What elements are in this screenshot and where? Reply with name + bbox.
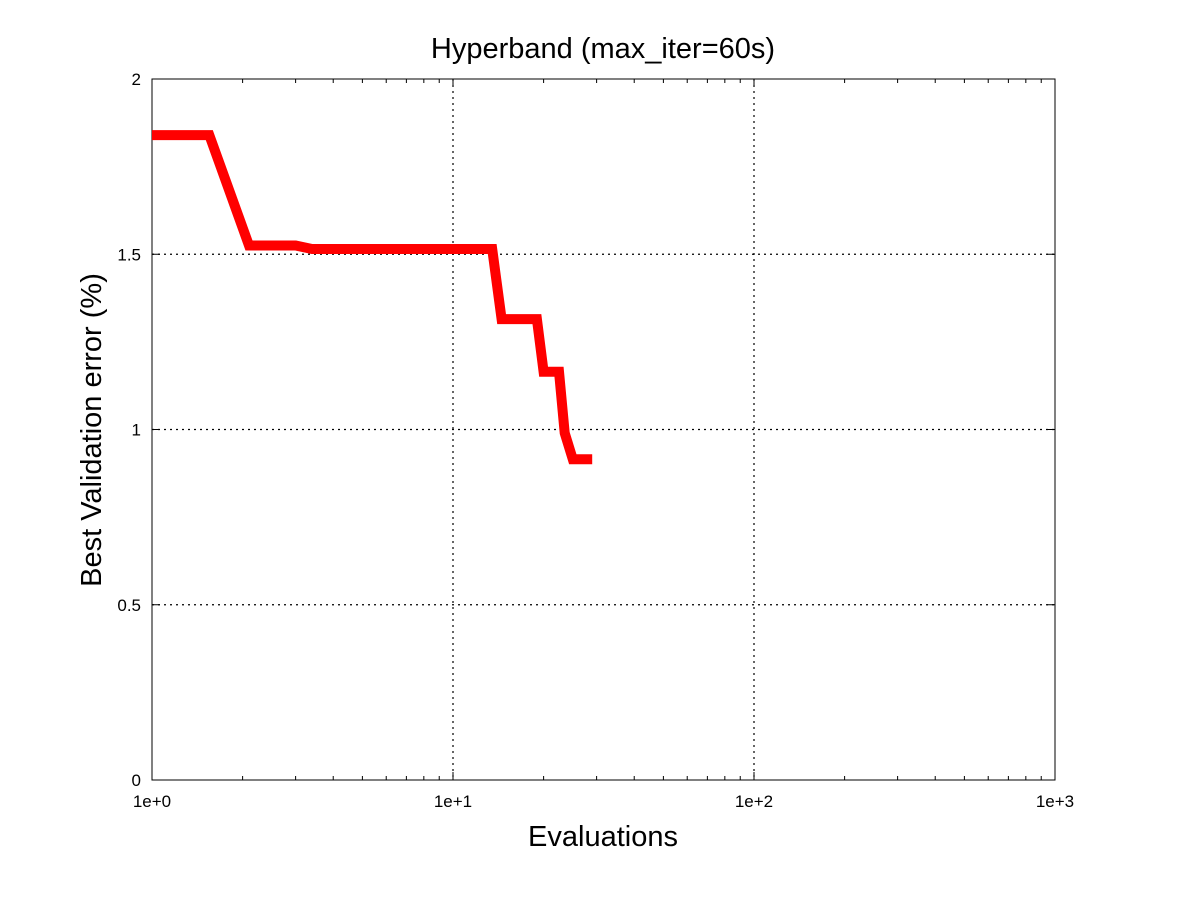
y-tick-label: 0.5	[117, 596, 141, 615]
chart-title: Hyperband (max_iter=60s)	[431, 33, 775, 65]
x-tick-label: 1e+1	[434, 792, 472, 811]
series-layer	[152, 130, 593, 465]
y-tick-label: 1.5	[117, 245, 141, 264]
y-axis-label: Best Validation error (%)	[76, 273, 108, 587]
tick-labels: 1e+0 1e+1 1e+2 1e+3 0 0.5 1 1.5 2	[117, 70, 1074, 811]
x-tick-label: 1e+3	[1036, 792, 1074, 811]
x-tick-label: 1e+0	[133, 792, 171, 811]
y-tick-label: 2	[132, 70, 141, 89]
y-tick-label: 1	[132, 421, 141, 440]
x-tick-label: 1e+2	[735, 792, 773, 811]
x-axis-label: Evaluations	[528, 821, 678, 853]
y-tick-label: 0	[132, 771, 141, 790]
series-line-hyperband	[152, 130, 593, 465]
grid-lines	[152, 79, 1055, 780]
minor-ticks	[151, 78, 1056, 781]
